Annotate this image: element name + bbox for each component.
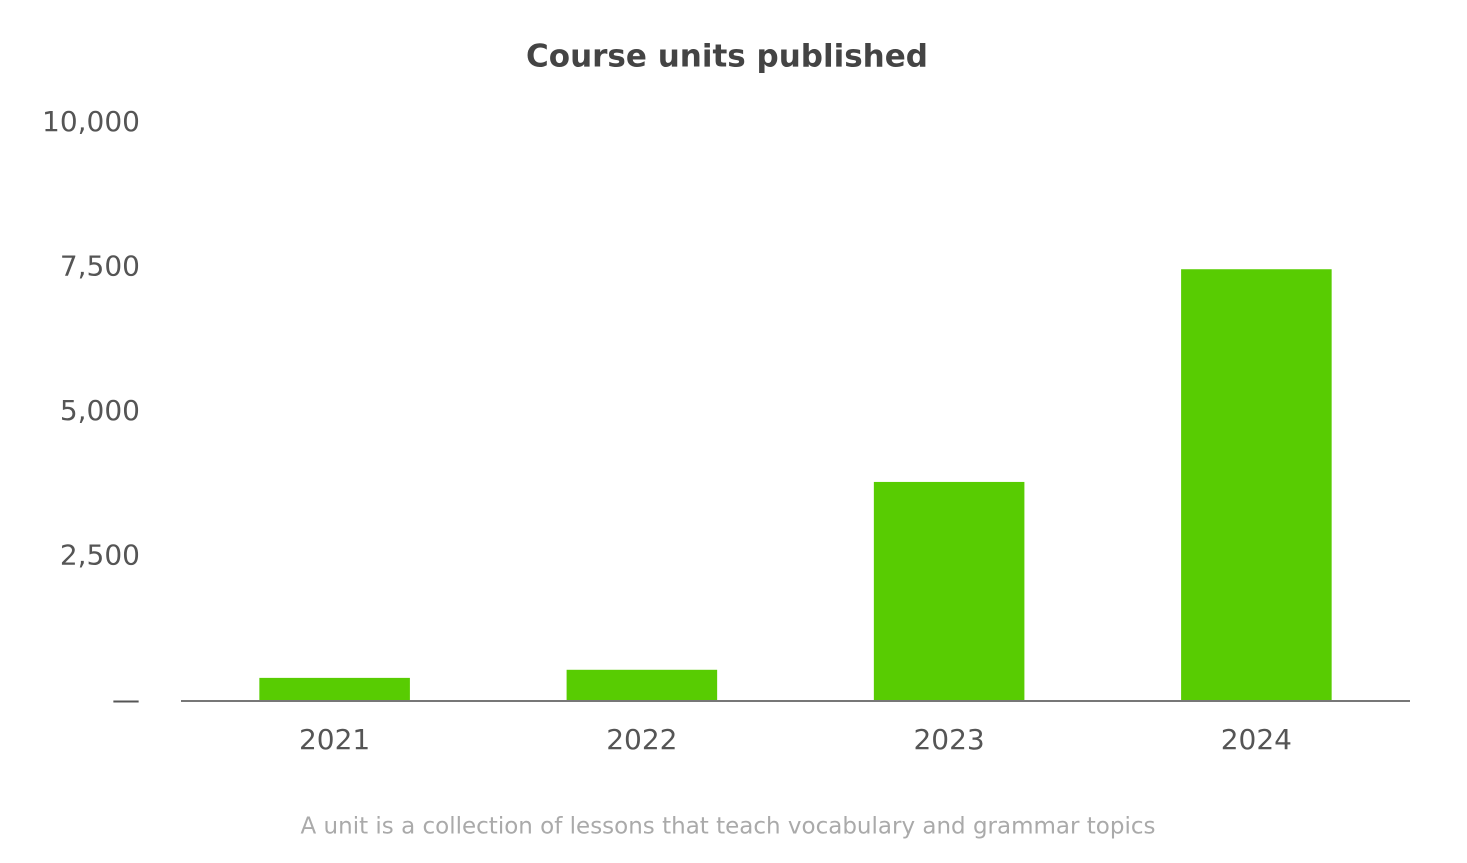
footnote: A unit is a collection of lessons that t… (301, 814, 1156, 840)
bar (259, 677, 410, 701)
bar (566, 669, 718, 701)
x-tick-label: 2024 (1221, 723, 1292, 756)
x-tick-label: 2023 (913, 723, 984, 756)
y-tick-label: 10,000 (42, 105, 140, 138)
chart-title: Course units published (526, 39, 928, 75)
y-tick-label: 2,500 (60, 539, 140, 572)
y-tick-label: 7,500 (60, 250, 140, 283)
bar (1181, 269, 1332, 701)
y-tick-label: — (112, 683, 140, 716)
x-tick-label: 2022 (606, 723, 677, 756)
bar (873, 481, 1025, 701)
y-tick-label: 5,000 (60, 394, 140, 427)
x-tick-label: 2021 (299, 723, 370, 756)
